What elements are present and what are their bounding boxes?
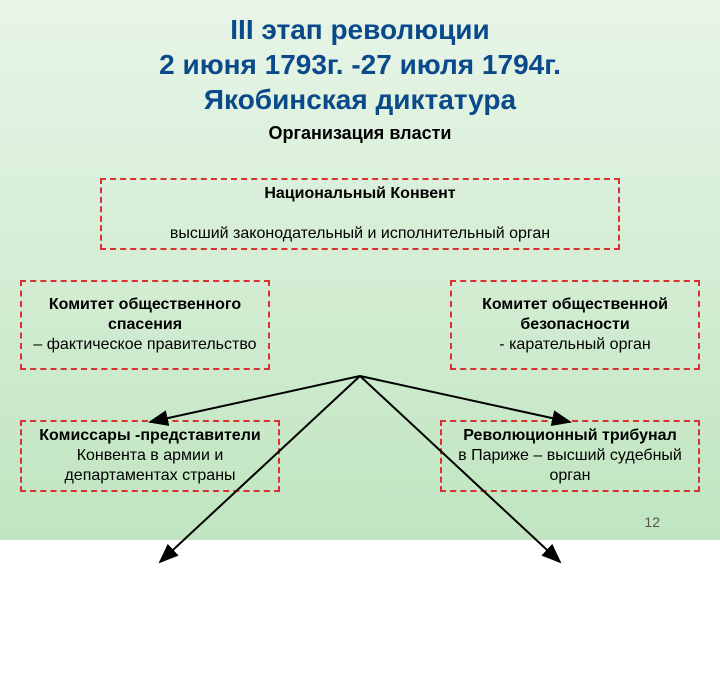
arrows-diagram [0,144,720,684]
slide-subtitle: Организация власти [0,123,720,144]
slide-title: III этап революции 2 июня 1793г. -27 июл… [0,0,720,117]
title-line-2: 2 июня 1793г. -27 июля 1794г. [0,47,720,82]
title-line-1: III этап революции [0,12,720,47]
slide-content: III этап революции 2 июня 1793г. -27 июл… [0,0,720,540]
title-line-3: Якобинская диктатура [0,82,720,117]
